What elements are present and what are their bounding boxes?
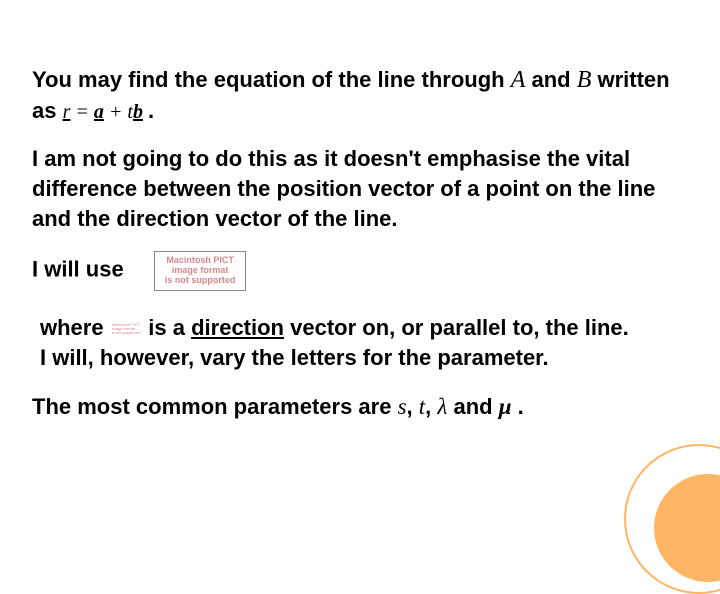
var-B: B bbox=[577, 67, 592, 93]
eq-plus: + bbox=[104, 101, 128, 123]
p1-t4: . bbox=[148, 98, 154, 123]
p1-t1: You may find the equation of the line th… bbox=[32, 67, 511, 92]
paragraph-2: I am not going to do this as it doesn't … bbox=[32, 144, 688, 233]
param-mu: μ bbox=[499, 394, 512, 419]
p4-t4: I will, however, vary the letters for th… bbox=[40, 345, 549, 370]
p4-t1: where bbox=[40, 315, 110, 340]
paragraph-1: You may find the equation of the line th… bbox=[32, 64, 688, 126]
param-s: s bbox=[398, 394, 407, 419]
paragraph-3: I will use Macintosh PICT image format i… bbox=[32, 251, 688, 291]
p1-t2: and bbox=[525, 67, 576, 92]
eq-a: a bbox=[94, 101, 104, 123]
paragraph-5: The most common parameters are s, t, λ a… bbox=[32, 391, 688, 422]
tiny-l3: is not supported bbox=[112, 330, 140, 335]
p5-c2: , bbox=[425, 394, 437, 419]
pict-placeholder: Macintosh PICT image format is not suppo… bbox=[154, 251, 247, 291]
p3-t1: I will use bbox=[32, 257, 124, 282]
tiny-pict-placeholder: Macintosh PICT image format is not suppo… bbox=[112, 323, 140, 335]
direction-word: direction bbox=[191, 315, 284, 340]
p5-t2: and bbox=[447, 394, 498, 419]
p5-t1: The most common parameters are bbox=[32, 394, 398, 419]
p5-c1: , bbox=[407, 394, 419, 419]
p4-t3: vector on, or parallel to, the line. bbox=[284, 315, 629, 340]
eq-b: b bbox=[133, 101, 143, 123]
p4-t2: is a bbox=[142, 315, 191, 340]
eq-eq: = bbox=[70, 101, 94, 123]
paragraph-4: where Macintosh PICT image format is not… bbox=[32, 313, 688, 372]
param-lambda: λ bbox=[437, 394, 447, 419]
pict-l1: Macintosh PICT bbox=[166, 255, 234, 265]
pict-l3: is not supported bbox=[165, 275, 236, 285]
var-A: A bbox=[511, 67, 526, 93]
p5-t3: . bbox=[512, 394, 524, 419]
pict-l2: image format bbox=[172, 265, 229, 275]
